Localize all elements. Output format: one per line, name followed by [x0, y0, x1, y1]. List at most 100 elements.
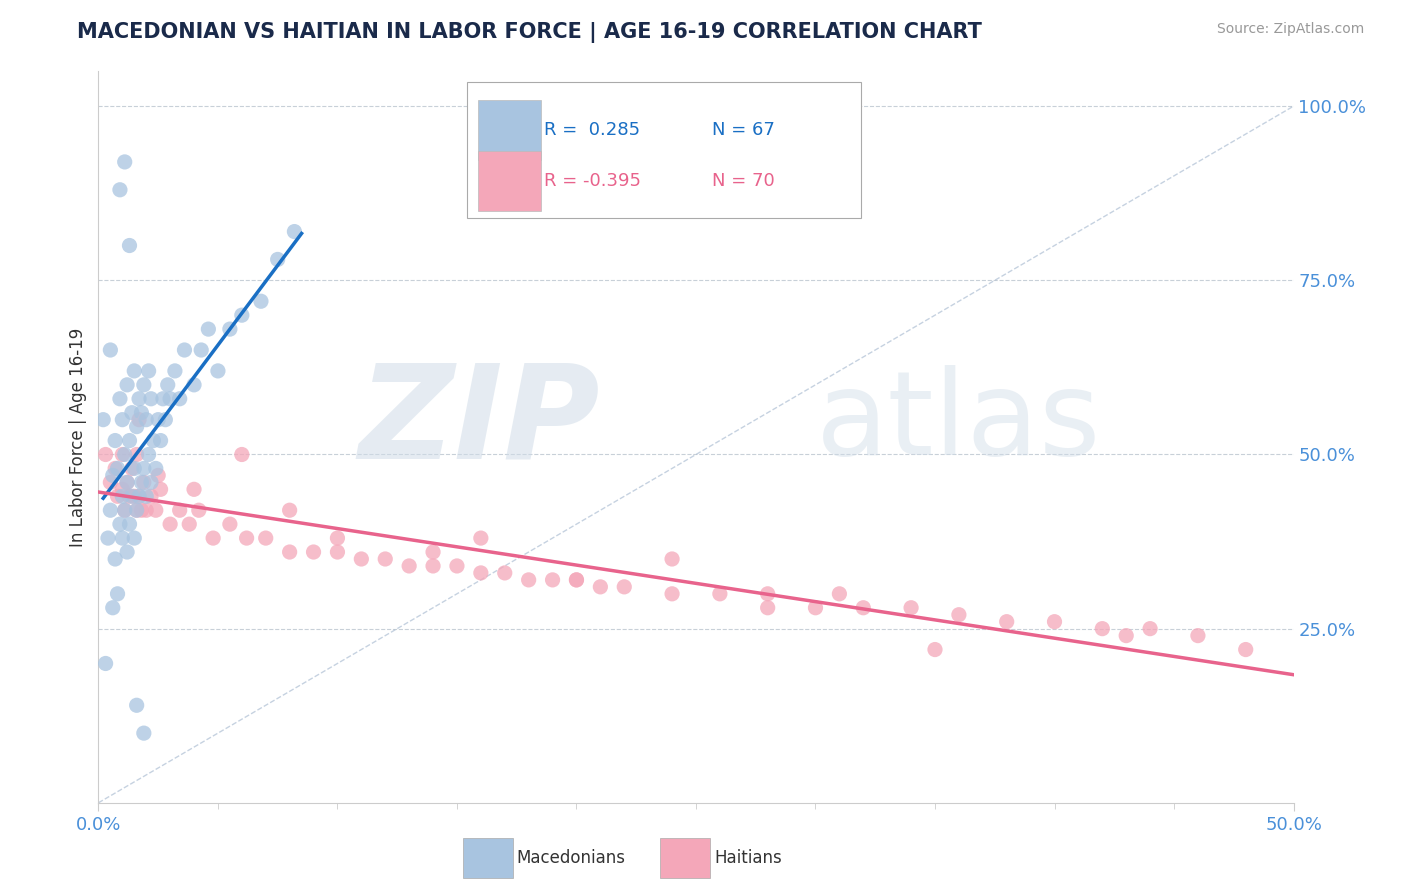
Point: [124, 489, 146, 503]
Point: [118, 238, 141, 252]
Point: [121, 461, 143, 475]
Point: [128, 412, 150, 426]
Point: [111, 412, 134, 426]
Point: [155, 412, 177, 426]
Point: [98, 475, 122, 490]
Point: [250, 294, 273, 309]
Point: [138, 448, 160, 462]
Point: [107, 489, 129, 503]
Point: [145, 503, 167, 517]
Point: [115, 545, 138, 559]
Point: [278, 545, 301, 559]
Point: [104, 461, 127, 475]
Point: [202, 531, 225, 545]
Point: [139, 392, 162, 406]
Point: [124, 364, 146, 378]
Point: [1091, 622, 1114, 636]
Point: [114, 503, 136, 517]
Point: [948, 607, 970, 622]
Point: [108, 183, 131, 197]
Point: [149, 434, 172, 448]
Point: [302, 545, 325, 559]
Point: [828, 587, 851, 601]
FancyBboxPatch shape: [463, 838, 513, 878]
Point: [104, 434, 127, 448]
Point: [995, 615, 1018, 629]
Point: [173, 343, 195, 357]
Point: [187, 503, 209, 517]
Point: [139, 489, 162, 503]
Point: [128, 392, 150, 406]
Point: [152, 392, 174, 406]
Text: ZIP: ZIP: [359, 359, 600, 486]
Point: [104, 552, 127, 566]
Point: [131, 406, 153, 420]
Point: [169, 392, 191, 406]
Point: [900, 600, 922, 615]
Point: [278, 503, 301, 517]
Point: [111, 531, 134, 545]
Point: [661, 552, 683, 566]
Point: [422, 545, 444, 559]
Text: atlas: atlas: [817, 365, 1101, 480]
Point: [101, 468, 124, 483]
FancyBboxPatch shape: [478, 151, 541, 211]
Point: [111, 483, 134, 497]
Point: [283, 225, 305, 239]
Point: [149, 483, 172, 497]
Point: [235, 531, 257, 545]
FancyBboxPatch shape: [661, 838, 710, 878]
Point: [219, 517, 242, 532]
Point: [107, 461, 129, 475]
Point: [231, 448, 253, 462]
Point: [494, 566, 516, 580]
Point: [1234, 642, 1257, 657]
Point: [132, 726, 155, 740]
Point: [125, 698, 148, 713]
Point: [159, 517, 181, 532]
Point: [118, 434, 141, 448]
Text: Haitians: Haitians: [714, 848, 782, 867]
Point: [142, 434, 165, 448]
Point: [374, 552, 396, 566]
Point: [709, 587, 731, 601]
Point: [804, 600, 827, 615]
Point: [91, 412, 114, 426]
Point: [183, 377, 205, 392]
Point: [541, 573, 564, 587]
Point: [98, 503, 122, 517]
Point: [108, 517, 131, 532]
Point: [398, 558, 420, 573]
Point: [121, 489, 143, 503]
Point: [124, 461, 146, 475]
Point: [111, 489, 134, 503]
Point: [190, 343, 212, 357]
Point: [446, 558, 468, 573]
Point: [124, 531, 146, 545]
Point: [98, 343, 122, 357]
Point: [613, 580, 636, 594]
Point: [470, 566, 492, 580]
Point: [326, 545, 349, 559]
Text: N = 67: N = 67: [711, 121, 775, 139]
Point: [118, 517, 141, 532]
Point: [254, 531, 277, 545]
Point: [148, 412, 170, 426]
Point: [756, 600, 779, 615]
Point: [589, 580, 612, 594]
Y-axis label: In Labor Force | Age 16-19: In Labor Force | Age 16-19: [69, 327, 87, 547]
Point: [852, 600, 875, 615]
Point: [125, 419, 148, 434]
Text: Macedonians: Macedonians: [517, 848, 626, 867]
Point: [183, 483, 205, 497]
Point: [138, 364, 160, 378]
Point: [148, 468, 170, 483]
Point: [114, 448, 136, 462]
Point: [135, 489, 157, 503]
Point: [135, 412, 157, 426]
Point: [219, 322, 242, 336]
Point: [169, 503, 191, 517]
Point: [128, 489, 150, 503]
Point: [207, 364, 229, 378]
Point: [125, 503, 148, 517]
